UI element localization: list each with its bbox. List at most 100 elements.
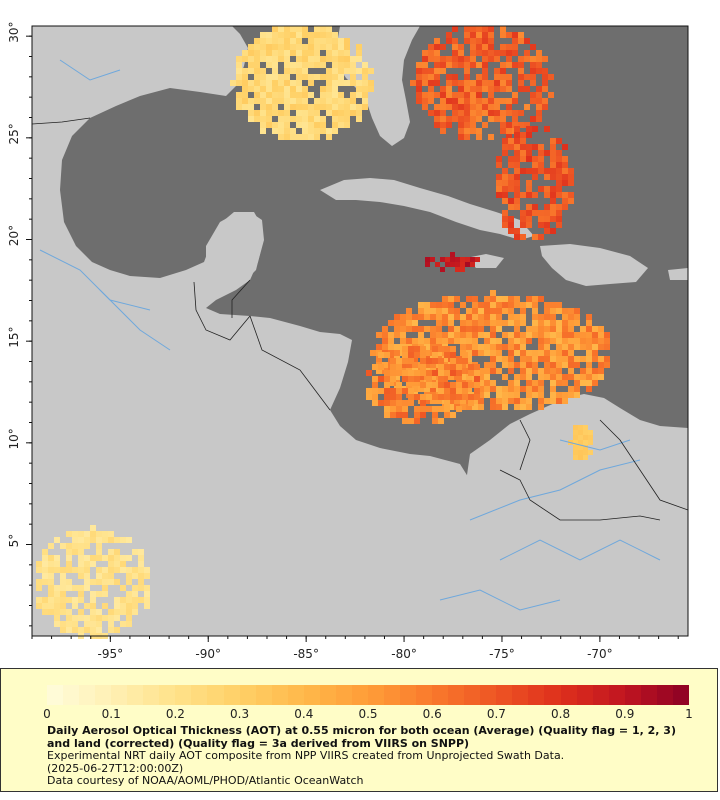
aot-pixel: [445, 257, 450, 262]
aot-pixel: [544, 216, 550, 222]
aot-pixel: [574, 314, 580, 320]
aot-pixel: [138, 561, 144, 567]
aot-pixel: [448, 404, 454, 410]
aot-pixel: [472, 338, 478, 344]
ramp-segment: [560, 685, 577, 705]
aot-pixel: [512, 38, 518, 44]
aot-pixel: [90, 579, 96, 585]
aot-pixel: [538, 386, 544, 392]
aot-pixel: [48, 609, 54, 615]
aot-pixel: [526, 296, 532, 302]
ramp-segment: [367, 685, 384, 705]
aot-pixel: [496, 344, 502, 350]
aot-pixel: [538, 216, 544, 222]
aot-pixel: [108, 609, 114, 615]
aot-pixel: [496, 162, 502, 168]
aot-pixel: [444, 352, 450, 358]
ramp-tick-label: 0.1: [101, 707, 121, 721]
aot-pixel: [356, 44, 362, 50]
aot-pixel: [430, 314, 436, 320]
aot-pixel: [320, 128, 326, 134]
aot-pixel: [506, 128, 512, 134]
aot-pixel: [455, 267, 460, 272]
aot-pixel: [442, 374, 448, 380]
aot-pixel: [72, 531, 78, 537]
aot-pixel: [418, 332, 424, 338]
aot-pixel: [532, 234, 538, 240]
aot-pixel: [524, 74, 530, 80]
aot-pixel: [466, 386, 472, 392]
aot-pixel: [514, 296, 520, 302]
aot-pixel: [470, 257, 475, 262]
aot-pixel: [464, 80, 470, 86]
aot-pixel: [396, 400, 402, 406]
aot-pixel: [382, 362, 388, 368]
aot-pixel: [544, 398, 550, 404]
aot-pixel: [490, 356, 496, 362]
aot-pixel: [472, 350, 478, 356]
aot-pixel: [434, 50, 440, 56]
aot-pixel: [482, 62, 488, 68]
aot-pixel: [512, 98, 518, 104]
aot-pixel: [96, 579, 102, 585]
aot-pixel: [48, 579, 54, 585]
aot-pixel: [248, 56, 254, 62]
aot-pixel: [120, 537, 126, 543]
aot-pixel: [550, 168, 556, 174]
aot-pixel: [260, 74, 266, 80]
aot-data-overlay: [36, 26, 610, 639]
aot-pixel: [314, 128, 320, 134]
aot-pixel: [332, 74, 338, 80]
aot-pixel: [458, 80, 464, 86]
aot-pixel: [424, 362, 430, 368]
aot-pixel: [586, 320, 592, 326]
aot-pixel: [458, 86, 464, 92]
aot-pixel: [476, 98, 482, 104]
aot-pixel: [72, 615, 78, 621]
aot-pixel: [488, 86, 494, 92]
aot-pixel: [308, 38, 314, 44]
aot-pixel: [580, 326, 586, 332]
aot-pixel: [418, 326, 424, 332]
aot-pixel: [478, 398, 484, 404]
aot-pixel: [302, 122, 308, 128]
aot-pixel: [456, 382, 462, 388]
aot-pixel: [514, 386, 520, 392]
aot-pixel: [78, 549, 84, 555]
aot-pixel: [308, 50, 314, 56]
y-tick-label: 10°: [7, 428, 21, 449]
aot-pixel: [464, 128, 470, 134]
aot-pixel: [424, 338, 430, 344]
aot-pixel: [500, 128, 506, 134]
aot-pixel: [390, 406, 396, 412]
aot-pixel: [490, 344, 496, 350]
aot-pixel: [84, 585, 90, 591]
aot-pixel: [520, 314, 526, 320]
aot-pixel: [338, 44, 344, 50]
aot-pixel: [475, 257, 480, 262]
aot-pixel: [254, 116, 260, 122]
aot-pixel: [598, 368, 604, 374]
aot-pixel: [458, 98, 464, 104]
aot-pixel: [464, 134, 470, 140]
aot-pixel: [278, 56, 284, 62]
aot-pixel: [60, 627, 66, 633]
aot-pixel: [272, 80, 278, 86]
aot-pixel: [476, 80, 482, 86]
aot-pixel: [308, 128, 314, 134]
aot-pixel: [586, 350, 592, 356]
aot-pixel: [102, 537, 108, 543]
aot-pixel: [518, 56, 524, 62]
aot-pixel: [556, 150, 562, 156]
aot-pixel: [532, 126, 538, 132]
aot-pixel: [544, 192, 550, 198]
aot-pixel: [450, 382, 456, 388]
aot-pixel: [260, 122, 266, 128]
legend-line-1: Experimental NRT daily AOT composite fro…: [47, 749, 565, 762]
aot-pixel: [424, 344, 430, 350]
aot-pixel: [556, 356, 562, 362]
aot-pixel: [502, 332, 508, 338]
aot-pixel: [84, 537, 90, 543]
aot-pixel: [402, 400, 408, 406]
legend-line-2: (2025-06-27T12:00:00Z): [47, 761, 184, 775]
